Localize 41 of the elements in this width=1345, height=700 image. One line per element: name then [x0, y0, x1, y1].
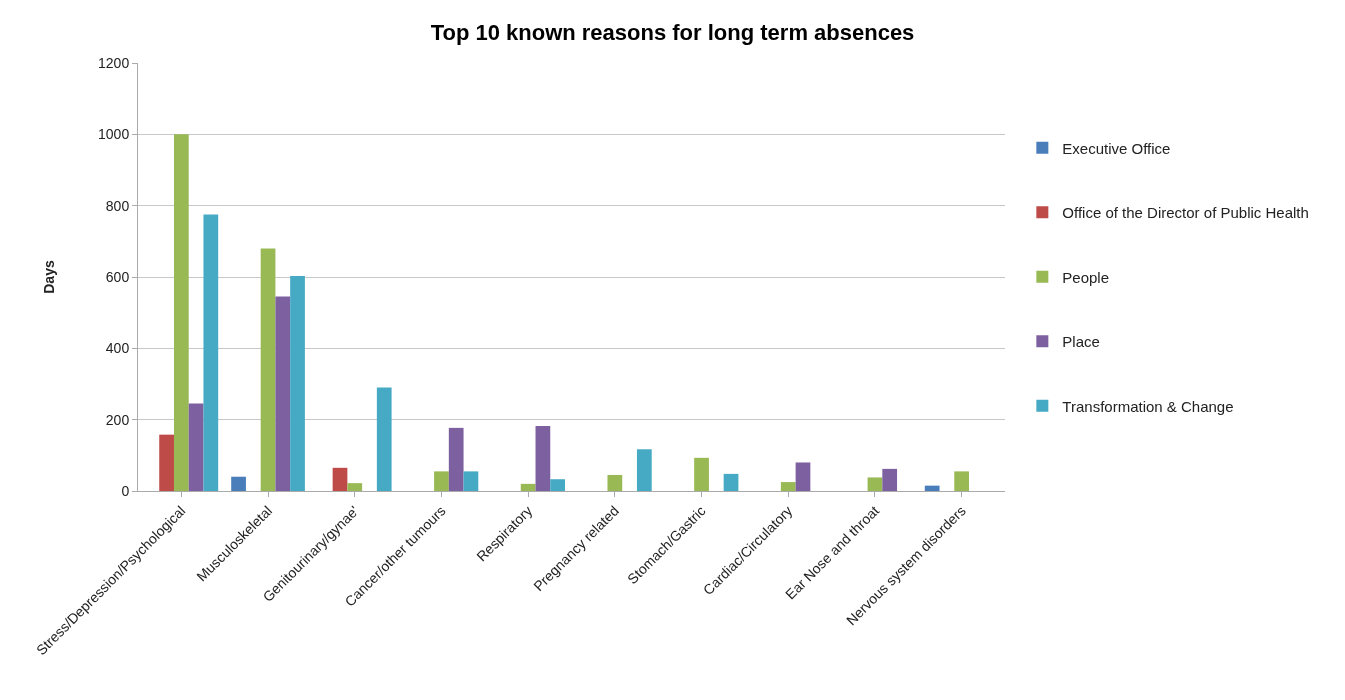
bar: [332, 467, 348, 491]
bar: [203, 214, 219, 491]
bar: [231, 476, 246, 491]
bar: [275, 296, 291, 491]
y-axis-title: Days: [40, 260, 57, 294]
bar: [694, 457, 709, 491]
bar: [636, 449, 652, 491]
bar: [882, 468, 898, 491]
bar: [795, 462, 811, 491]
bar: [780, 482, 796, 491]
bar: [954, 471, 970, 491]
y-tick-label: 1200: [98, 54, 130, 71]
y-tick-label: 1000: [98, 126, 130, 143]
legend-label: Executive Office: [1062, 139, 1171, 157]
bar: [159, 434, 174, 491]
y-tick-label: 600: [105, 268, 130, 285]
bar: [550, 479, 565, 491]
bar: [376, 387, 392, 491]
bar: [535, 426, 551, 491]
bar: [260, 248, 276, 491]
legend-label: Place: [1062, 333, 1100, 351]
y-tick-label: 400: [105, 340, 130, 357]
y-tick-label: 800: [105, 197, 130, 214]
legend-label: People: [1062, 268, 1110, 286]
bar: [607, 474, 623, 491]
bar: [434, 471, 449, 491]
bar: [347, 483, 363, 491]
bar: [448, 427, 464, 491]
legend-label: Transformation & Change: [1062, 397, 1234, 415]
legend-label: Office of the Director of Public Health: [1062, 204, 1309, 222]
bar: [463, 471, 479, 491]
bar: [173, 134, 189, 491]
bar: [290, 275, 305, 491]
bar: [867, 477, 883, 491]
bar: [188, 403, 204, 491]
y-tick-label: 200: [105, 411, 130, 428]
bar: [520, 483, 536, 491]
chart-title: Top 10 known reasons for long term absences: [430, 19, 915, 45]
y-tick-label: 0: [121, 482, 130, 499]
bar: [924, 485, 940, 491]
bar: [723, 473, 739, 491]
